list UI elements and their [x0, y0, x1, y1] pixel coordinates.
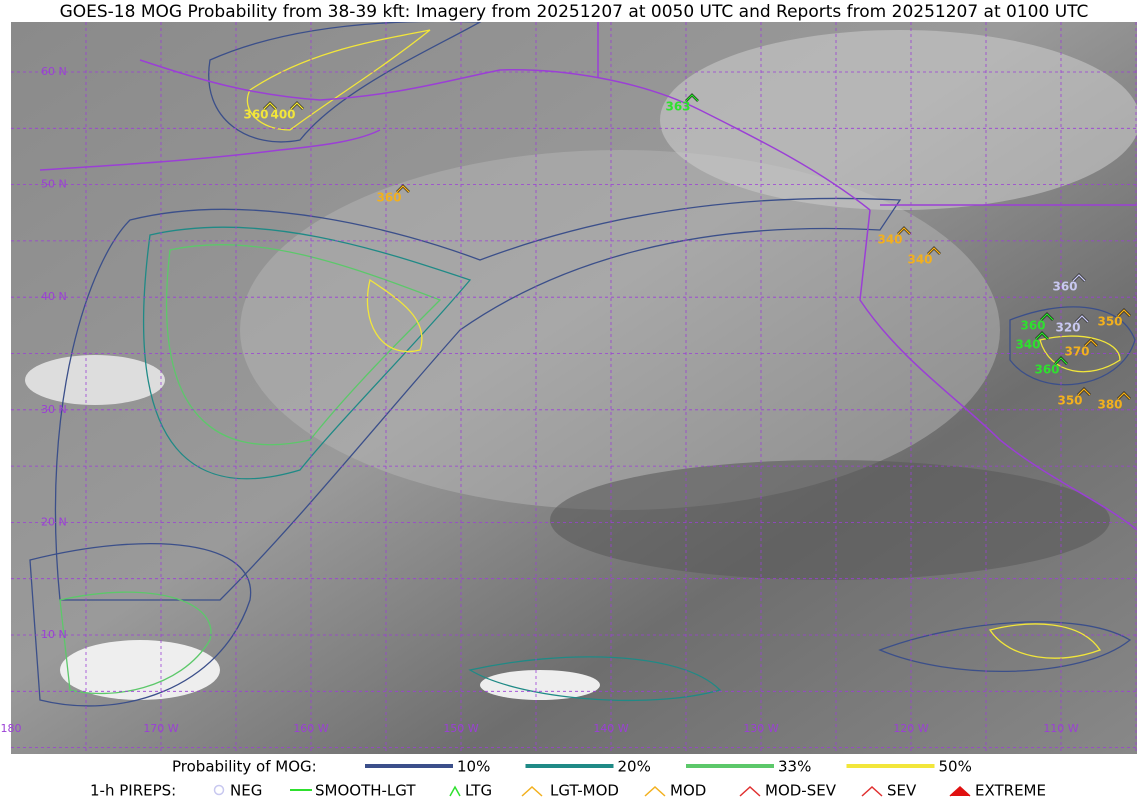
legend-title: 1-h PIREPS: [90, 782, 176, 800]
legend-label: SMOOTH-LGT [315, 782, 416, 800]
report-icon [685, 93, 699, 102]
report-label: 360 [1034, 363, 1059, 377]
legend-label: LGT-MOD [550, 782, 619, 800]
legend-label: 20% [618, 758, 651, 776]
legend-swatch [521, 785, 543, 797]
report-icon [1077, 387, 1091, 396]
report-icon [1035, 331, 1049, 340]
lat-label: 20 N [41, 515, 67, 528]
legend-label: EXTREME [975, 782, 1046, 800]
title: GOES-18 MOG Probability from 38-39 kft: … [60, 2, 1089, 22]
report-label: 320 [1055, 321, 1080, 335]
report-label: 360 [243, 108, 268, 122]
lon-label: 130 W [743, 722, 778, 735]
report-label: 340 [1015, 338, 1040, 352]
report-icon [1054, 356, 1068, 365]
legend-label: MOD-SEV [765, 782, 837, 800]
report-label: 340 [877, 233, 902, 247]
report-icon [897, 226, 911, 235]
report-label: 350 [1057, 394, 1082, 408]
legend-swatch [861, 785, 883, 797]
report-icon [1084, 338, 1098, 347]
report-icon [1072, 273, 1086, 282]
lat-label: 60 N [41, 65, 67, 78]
report-icon [396, 184, 410, 193]
legend-label: LTG [465, 782, 492, 800]
lon-label: 160 W [293, 722, 328, 735]
legend-swatch [644, 785, 666, 797]
report-icon [927, 246, 941, 255]
lat-label: 50 N [41, 178, 67, 191]
lon-label: 110 W [1043, 722, 1078, 735]
legend-swatch [739, 785, 761, 797]
report-label: 350 [1097, 315, 1122, 329]
report-label: 360 [1020, 319, 1045, 333]
lat-label: 10 N [41, 628, 67, 641]
legend-swatch [949, 785, 971, 797]
legend-label: MOD [670, 782, 706, 800]
lat-label: 30 N [41, 403, 67, 416]
lon-label: 140 W [593, 722, 628, 735]
lon-label: 180 [1, 722, 22, 735]
legend-label: SEV [887, 782, 917, 800]
legend-label: 50% [939, 758, 972, 776]
map [11, 22, 1137, 754]
legend-label: 10% [457, 758, 490, 776]
lon-label: 150 W [443, 722, 478, 735]
report-label: 360 [1052, 280, 1077, 294]
report-label: 360 [376, 191, 401, 205]
lon-label: 120 W [893, 722, 928, 735]
report-icon [1040, 312, 1054, 321]
report-label: 380 [1097, 398, 1122, 412]
report-label: 370 [1064, 345, 1089, 359]
report-icon [1117, 391, 1131, 400]
legend-label: 33% [778, 758, 811, 776]
report-icon [1117, 308, 1131, 317]
report-icon [290, 101, 304, 110]
legend-swatch [213, 784, 225, 796]
legend-title: Probability of MOG: [172, 758, 317, 776]
legend-label: NEG [230, 782, 262, 800]
report-label: 400 [270, 108, 295, 122]
report-icon [1075, 314, 1089, 323]
legend-swatch [449, 785, 461, 797]
report-icon [263, 101, 277, 110]
lat-label: 40 N [41, 290, 67, 303]
report-label: 363 [665, 100, 690, 114]
report-label: 340 [907, 253, 932, 267]
lon-label: 170 W [143, 722, 178, 735]
